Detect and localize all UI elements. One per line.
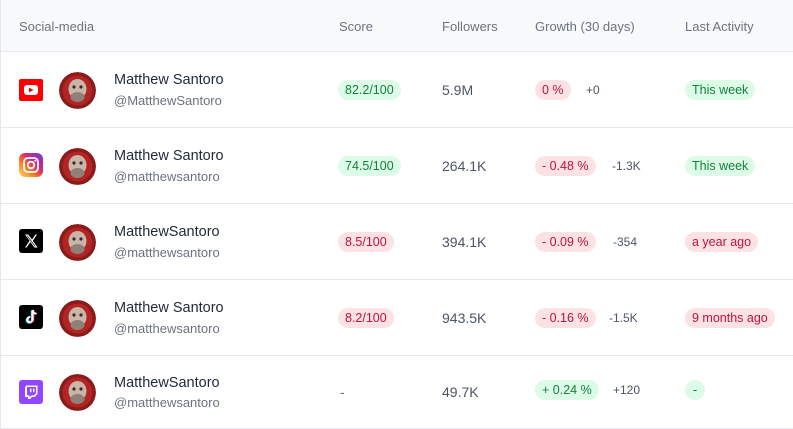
growth-badge: - 0.16 % (535, 308, 596, 328)
growth-badge: 0 % (535, 80, 571, 100)
account-handle: @matthewsantoro (114, 245, 220, 260)
followers-count: 264.1K (442, 158, 487, 174)
avatar (59, 300, 96, 337)
growth-delta: -1.5K (609, 311, 638, 325)
score-badge: 8.5/100 (338, 232, 394, 252)
growth-badge: - 0.09 % (535, 232, 596, 252)
score-badge: 74.5/100 (338, 156, 401, 176)
instagram-icon (19, 153, 43, 177)
account-name[interactable]: Matthew Santoro (114, 300, 224, 316)
header-followers[interactable]: Followers (442, 19, 498, 34)
header-last-activity[interactable]: Last Activity (685, 19, 754, 34)
activity-badge: a year ago (685, 232, 759, 252)
followers-count: 943.5K (442, 310, 487, 326)
activity-badge: This week (685, 80, 756, 100)
growth-badge: + 0.24 % (535, 380, 599, 400)
youtube-icon (19, 79, 43, 101)
table-row[interactable]: Matthew Santoro @matthewsantoro 8.2/100 … (1, 280, 793, 356)
score-badge: 82.2/100 (338, 80, 401, 100)
avatar (59, 72, 96, 109)
growth-badge: - 0.48 % (535, 156, 596, 176)
avatar (59, 224, 96, 261)
account-name[interactable]: MatthewSantoro (114, 375, 220, 391)
activity-badge: This week (685, 156, 756, 176)
account-handle: @matthewsantoro (114, 395, 220, 410)
account-handle: @matthewsantoro (114, 169, 220, 184)
followers-count: 5.9M (442, 82, 474, 98)
header-growth[interactable]: Growth (30 days) (535, 19, 635, 34)
account-name[interactable]: Matthew Santoro (114, 72, 224, 88)
account-handle: @MatthewSantoro (114, 93, 222, 108)
growth-delta: +120 (613, 383, 641, 397)
tiktok-icon (19, 305, 43, 329)
score-badge: 8.2/100 (338, 308, 394, 328)
twitch-icon (19, 380, 43, 404)
score-empty: - (340, 384, 345, 400)
followers-count: 49.7K (442, 384, 479, 400)
x-logo-icon (19, 229, 43, 253)
table-row[interactable]: Matthew Santoro @MatthewSantoro 82.2/100… (1, 52, 793, 128)
header-score[interactable]: Score (339, 19, 373, 34)
avatar (59, 148, 96, 185)
account-name[interactable]: Matthew Santoro (114, 148, 224, 164)
account-handle: @matthewsantoro (114, 321, 220, 336)
activity-badge: - (685, 380, 706, 400)
growth-delta: +0 (586, 83, 600, 97)
growth-delta: -1.3K (612, 159, 641, 173)
avatar (59, 374, 96, 411)
growth-delta: -354 (613, 235, 638, 249)
followers-count: 394.1K (442, 234, 487, 250)
table-header: Social-media Score Followers Growth (30 … (1, 0, 793, 52)
activity-badge: 9 months ago (685, 308, 775, 328)
table-row[interactable]: Matthew Santoro @matthewsantoro 74.5/100… (1, 128, 793, 204)
header-social-media: Social-media (19, 19, 95, 34)
table-row[interactable]: MatthewSantoro @matthewsantoro 8.5/100 3… (1, 204, 793, 280)
account-name[interactable]: MatthewSantoro (114, 224, 220, 240)
table-row[interactable]: MatthewSantoro @matthewsantoro - 49.7K +… (1, 356, 793, 428)
